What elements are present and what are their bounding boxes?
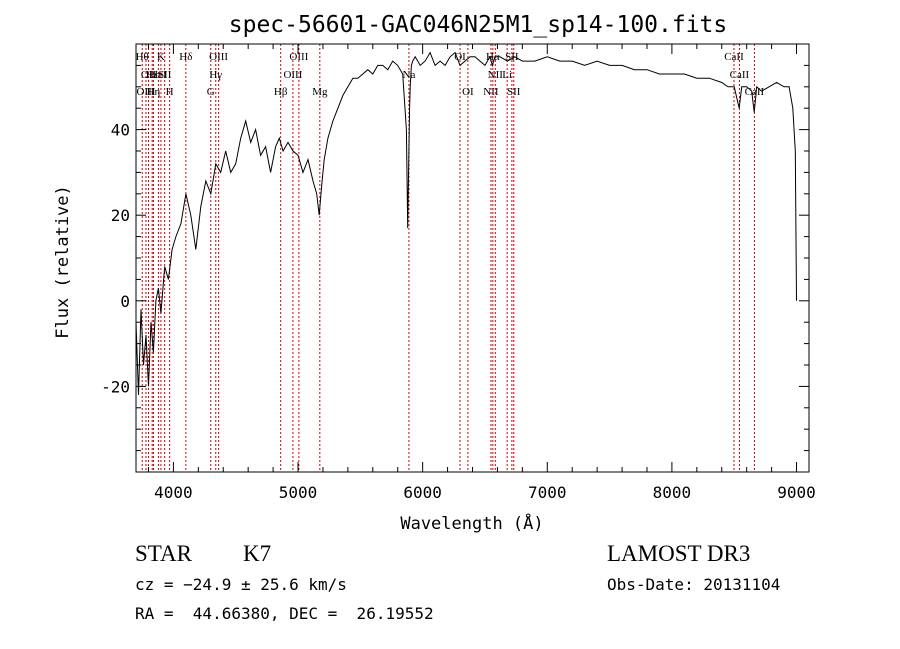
line-marker-label: SII	[507, 86, 521, 98]
line-marker-label: NII	[488, 69, 504, 81]
emission-line-markers	[141, 44, 755, 472]
line-marker-label: Mg	[312, 86, 328, 98]
x-tick-label: 4000	[154, 483, 193, 502]
x-tick-label: 8000	[653, 483, 692, 502]
spectral-subclass: K7	[243, 541, 271, 566]
line-marker-label: Hθ	[136, 51, 149, 63]
line-marker-label: HeI	[150, 69, 167, 81]
line-marker-label: Hα	[486, 51, 500, 63]
line-marker-label: OIII	[137, 86, 156, 98]
line-marker-label: CaII	[724, 51, 744, 63]
line-marker-label: G	[207, 86, 215, 98]
line-marker-label: OIII	[289, 51, 308, 63]
y-tick-label: 40	[111, 121, 130, 140]
line-marker-label: OIII	[283, 69, 302, 81]
coordinates: RA = 44.66380, DEC = 26.19552	[135, 604, 434, 623]
line-marker-label: Na	[403, 69, 416, 81]
line-marker-label: OI	[454, 51, 466, 63]
line-marker-label: OII	[141, 69, 157, 81]
survey-name: LAMOST DR3	[607, 541, 750, 566]
x-tick-label: 5000	[279, 483, 318, 502]
x-tick-label: 9000	[777, 483, 816, 502]
redshift-info: cz = −24.9 ± 25.6 km/s	[135, 575, 347, 594]
plot-frame	[135, 43, 810, 473]
line-marker-label: K	[157, 51, 165, 63]
x-tick-label: 6000	[403, 483, 442, 502]
line-marker-label: OI	[462, 86, 474, 98]
line-marker-label: Hγ	[209, 69, 222, 81]
line-marker-label: CaII	[730, 69, 750, 81]
line-marker-label: OIII	[209, 51, 228, 63]
object-class: STAR	[135, 541, 193, 566]
line-marker-label: Li	[502, 69, 512, 81]
line-marker-label: Hε	[146, 69, 159, 81]
y-tick-label: -20	[101, 377, 130, 396]
line-marker-label: Hβ	[274, 86, 288, 98]
x-axis-label: Wavelength (Å)	[400, 512, 543, 534]
y-axis-ticks: -20 0 20 40	[101, 64, 809, 452]
x-tick-label: 7000	[528, 483, 567, 502]
x-axis-ticks: 4000 5000 6000 7000 8000 9000	[147, 44, 816, 502]
line-marker-label: Hη	[147, 86, 161, 98]
line-marker-label: SII	[158, 69, 172, 81]
line-marker-label: Hδ	[179, 51, 192, 63]
emission-line-labels: Hθ OII OIII Hε Hη HeI K SII H Hδ G Hγ OIII Hβ OIII OIII…	[136, 51, 765, 98]
spectrum-line	[135, 51, 797, 396]
y-tick-label: 20	[111, 206, 130, 225]
y-tick-label: 0	[120, 292, 130, 311]
chart-title: spec-56601-GAC046N25M1_sp14-100.fits	[229, 12, 728, 38]
obs-date: Obs-Date: 20131104	[607, 575, 780, 594]
line-marker-label: H	[166, 86, 174, 98]
line-marker-label: NII	[483, 86, 499, 98]
y-axis-label: Flux (relative)	[53, 185, 73, 339]
